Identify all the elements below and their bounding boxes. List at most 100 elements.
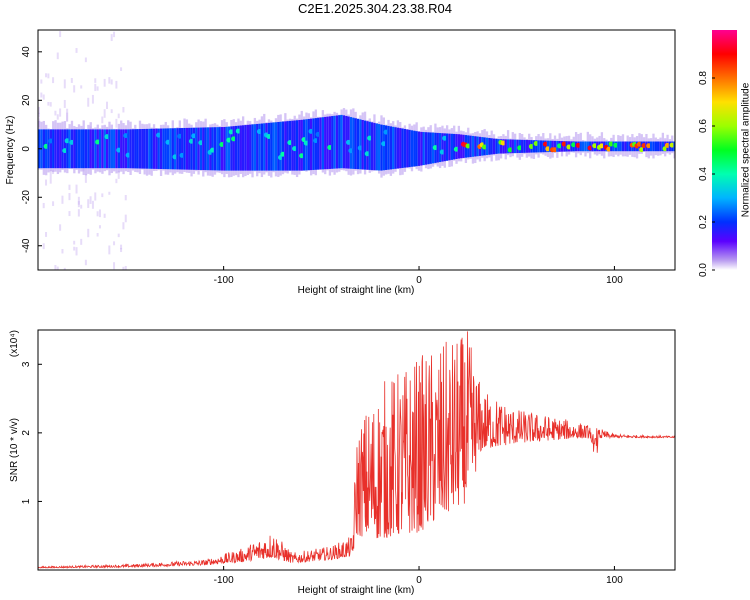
- spectrogram-cell: [586, 141, 589, 152]
- spectrogram-cell: [453, 133, 456, 160]
- spectrogram-cell: [110, 129, 113, 169]
- spectrogram-cell: [96, 211, 99, 217]
- spectrogram-cell: [575, 142, 581, 148]
- spectrogram-cell: [230, 126, 233, 171]
- spectrogram-cell: [284, 121, 287, 171]
- spectrogram-cell: [105, 129, 109, 169]
- spectrogram-cell: [120, 129, 123, 169]
- spectrogram-cell: [507, 147, 513, 153]
- spectrogram-y-tick-label: 0: [21, 146, 32, 152]
- spectrogram-cell: [286, 121, 289, 171]
- spectrogram-cell: [485, 137, 489, 156]
- spectrogram-cell: [636, 141, 642, 147]
- spectrogram-cell: [608, 141, 614, 147]
- spectrogram-cell: [38, 106, 40, 114]
- spectrogram-cell: [105, 101, 108, 109]
- spectrogram-cell: [61, 129, 64, 169]
- spectrogram-cell: [516, 139, 519, 154]
- spectrogram-cell: [357, 145, 363, 151]
- spectrogram-cell: [141, 129, 144, 169]
- spectrogram-cell: [427, 132, 430, 165]
- spectrogram-cell: [380, 124, 383, 171]
- spectrogram-cell: [40, 79, 43, 84]
- spectrogram-cell: [45, 73, 48, 78]
- spectrogram-cell: [110, 34, 113, 42]
- spectrogram-cell: [103, 109, 106, 118]
- spectrogram-cell: [115, 178, 118, 184]
- spectrogram-cell: [42, 129, 45, 169]
- spectrogram-cell: [47, 129, 50, 169]
- spectrogram-cell: [127, 129, 130, 169]
- colorbar-tick-label: 0.2: [698, 215, 709, 229]
- spectrogram-cell: [295, 120, 299, 171]
- spectrogram-cell: [661, 141, 665, 152]
- spectrogram-cell: [120, 67, 123, 71]
- spectrogram-cell: [108, 245, 111, 255]
- snr-x-ticks: -100 0 100: [214, 566, 623, 586]
- spectrogram-cell: [312, 118, 315, 170]
- spectrogram-cell: [443, 133, 446, 162]
- spectrogram-cell: [171, 128, 174, 170]
- snr-panel: -100 0 100 1 2 3 Height of straight line (km…: [9, 329, 676, 596]
- spectrogram-cell: [42, 243, 45, 250]
- spectrogram-cell: [258, 123, 261, 171]
- spectrogram-cell: [73, 246, 76, 251]
- spectrogram-cell: [63, 267, 66, 270]
- spectrogram-cell: [136, 129, 139, 169]
- spectrogram-cell: [231, 136, 237, 142]
- spectrogram-cell: [122, 129, 125, 169]
- spectrogram-cell: [401, 128, 404, 168]
- spectrogram-cell: [148, 128, 151, 169]
- spectrogram-cell: [432, 145, 438, 151]
- spectrogram-cell: [117, 233, 120, 238]
- spectrogram-cell: [197, 127, 200, 170]
- spectrogram-cell: [94, 129, 97, 169]
- spectrogram-cell: [488, 137, 491, 155]
- spectrogram-cell: [317, 117, 320, 170]
- spectrogram-cell: [539, 140, 543, 153]
- spectrogram-cell: [394, 127, 397, 169]
- spectrogram-cell: [181, 128, 184, 170]
- spectrogram-cell: [73, 85, 76, 93]
- spectrogram-cell: [293, 120, 296, 171]
- spectrogram-cell: [249, 124, 252, 171]
- spectrogram-x-tick-label: 100: [606, 275, 623, 286]
- spectrogram-cell: [54, 265, 57, 270]
- spectrogram-cell: [96, 86, 99, 91]
- colorbar: 0.0 0.2 0.4 0.6 0.8 Normalized spectral ampl…: [698, 30, 750, 277]
- spectrogram-cell: [68, 129, 71, 169]
- spectrogram-cell: [617, 141, 620, 152]
- spectrogram-cell: [482, 144, 488, 150]
- spectrogram-cell: [103, 129, 106, 169]
- spectrogram-cell: [143, 128, 146, 169]
- spectrogram-cell: [176, 128, 179, 170]
- spectrogram-cell: [279, 121, 282, 171]
- spectrogram-cell: [441, 133, 444, 162]
- spectrogram-cell: [277, 121, 280, 171]
- spectrogram-cell: [327, 144, 333, 150]
- spectrogram-cell: [299, 153, 305, 159]
- spectrogram-cell: [270, 122, 273, 171]
- spectrogram-cell: [424, 132, 428, 165]
- spectrogram-cell: [101, 193, 104, 198]
- spectrogram-cell: [492, 138, 496, 155]
- snr-frame: [37, 329, 676, 571]
- spectrogram-cell: [101, 129, 104, 169]
- spectrogram-cell: [313, 138, 319, 144]
- spectrogram-cell: [396, 127, 400, 169]
- snr-scale-label: (x10⁴): [9, 330, 20, 357]
- spectrogram-cell: [52, 77, 55, 84]
- spectrogram-cell: [164, 128, 167, 170]
- spectrogram-cell: [68, 193, 71, 201]
- spectrogram-cell: [511, 139, 514, 154]
- spectrogram-cell: [300, 119, 303, 171]
- spectrogram-cell: [342, 115, 346, 169]
- spectrogram-cell: [442, 135, 448, 141]
- colorbar-tick-label: 0.0: [698, 263, 709, 277]
- spectrogram-cell: [98, 225, 101, 229]
- spectrogram-cell: [367, 135, 373, 141]
- spectrogram-cell: [292, 146, 298, 152]
- spectrogram-cell: [66, 108, 69, 115]
- spectrogram-cell: [172, 154, 178, 160]
- spectrogram-cell: [340, 114, 343, 169]
